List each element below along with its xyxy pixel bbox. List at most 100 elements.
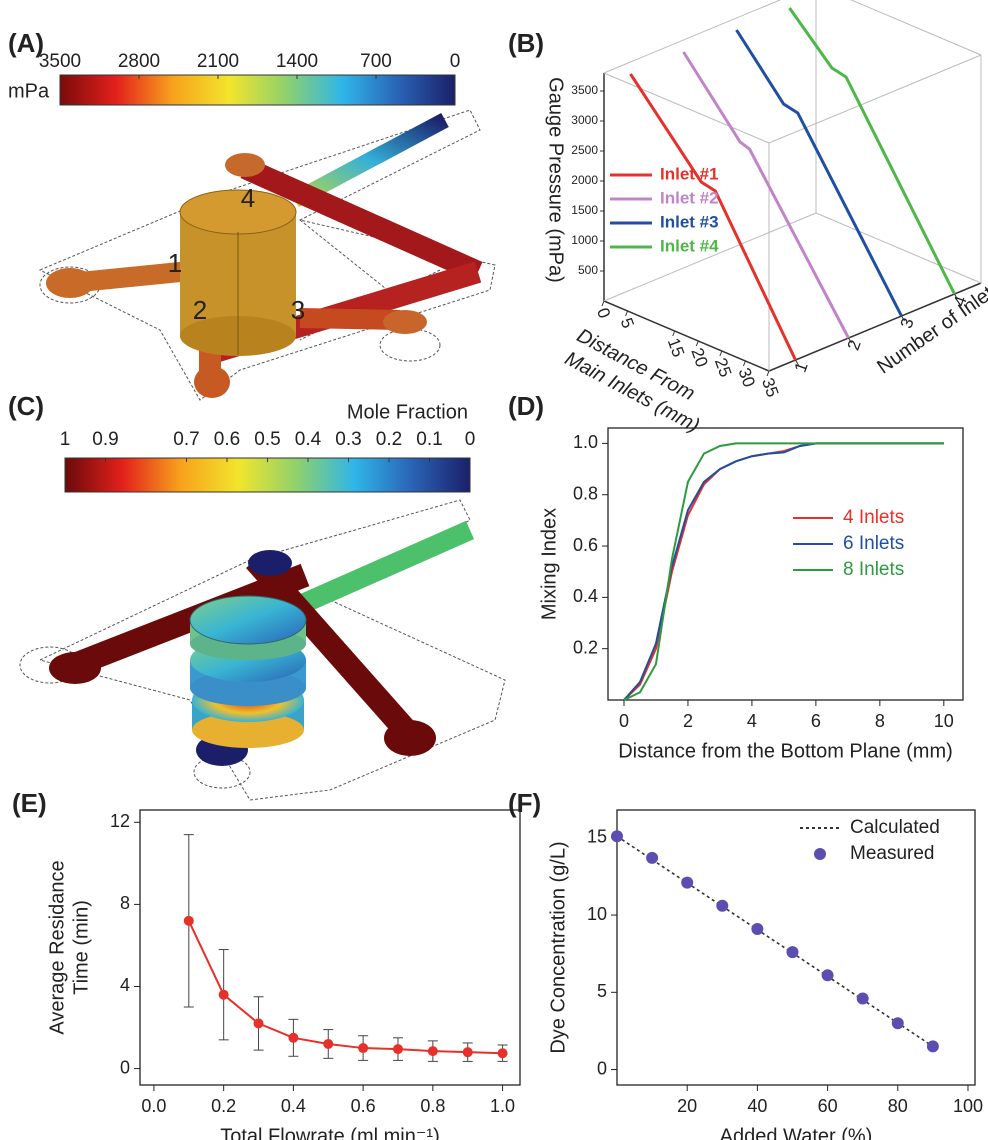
x-tick-label: 0.2 [211, 1096, 236, 1116]
x-tick-label: 60 [818, 1096, 838, 1116]
panel-label: (F) [508, 788, 541, 818]
marker [253, 1018, 264, 1029]
legend-label: Inlet #2 [660, 188, 719, 207]
marker [891, 1017, 904, 1030]
box-edge [603, 72, 770, 144]
x-tick-label: 6 [811, 711, 821, 731]
y-tick-label: 10 [587, 904, 607, 924]
legend-label: 6 Inlets [843, 533, 904, 554]
marker [926, 1040, 939, 1053]
x-tick-label: 100 [953, 1096, 983, 1116]
annotation: 1 [168, 248, 182, 278]
y-tick-label: 15 [587, 827, 607, 847]
y-tick-label: 3 [897, 316, 918, 331]
z-tick-label: 3000 [571, 113, 598, 127]
marker [611, 830, 623, 843]
marker [183, 915, 194, 926]
box-edge [603, 212, 817, 302]
box-edge [603, 0, 782, 74]
x-tick-label: 0 [593, 305, 614, 320]
x-tick-label: 30 [734, 365, 758, 389]
y-axis-label: Average Residance [46, 860, 68, 1034]
line [682, 51, 850, 339]
x-tick-label: 0.4 [281, 1096, 306, 1116]
line [788, 7, 956, 295]
marker [646, 851, 659, 864]
x-tick-label: 1.0 [490, 1096, 515, 1116]
colorbar-tick-label: 0 [450, 51, 461, 72]
y-tick-label: 4 [120, 975, 130, 995]
plot-frame [139, 809, 521, 1086]
colorbar-tick-label: 2800 [118, 51, 160, 72]
marker [323, 1038, 334, 1049]
x-tick-label: 5 [617, 315, 638, 330]
plot-frame [616, 809, 976, 1086]
y-axis-label: Dye Concentration (g/L) [547, 841, 569, 1053]
x-axis-label: Distance from the Bottom Plane (mm) [618, 740, 953, 762]
colorbar-tick-label: 2100 [197, 51, 239, 72]
y-tick-label: 8 [120, 893, 130, 913]
y-tick-label: 0.8 [573, 483, 598, 503]
z-tick-label: 2000 [571, 173, 598, 187]
render-a [38, 109, 496, 401]
line [629, 73, 797, 361]
x-axis-label: Added Water (%) [720, 1125, 873, 1140]
x-tick [695, 340, 699, 347]
box-edge [815, 212, 982, 284]
marker [716, 899, 729, 912]
marker [462, 1047, 473, 1058]
x-tick-label: 20 [677, 1096, 697, 1116]
y-axis-label: Time (min) [70, 900, 92, 995]
legend-label: Calculated [850, 817, 940, 838]
marker [751, 922, 764, 935]
line [623, 442, 944, 701]
panel-label: (E) [12, 788, 47, 818]
x-tick-label: 0 [619, 711, 629, 731]
z-tick-label: 2500 [571, 143, 598, 157]
z-tick-label: 1000 [571, 233, 598, 247]
box-edge [768, 282, 982, 372]
y-tick-label: 1 [791, 360, 812, 375]
y-tick-label: 0.4 [573, 586, 598, 606]
box-edge [768, 54, 982, 144]
colorbar [64, 457, 471, 493]
x-tick-label: 20 [687, 345, 711, 369]
colorbar-tick-label: 0.6 [214, 429, 240, 450]
y-tick-label: 0.6 [573, 535, 598, 555]
marker [392, 1044, 403, 1055]
legend-label: 8 Inlets [843, 559, 904, 580]
panel-label: (D) [508, 391, 544, 421]
annotation: 2 [193, 295, 207, 325]
y-tick [954, 293, 958, 300]
colorbar-tick-label: 700 [360, 51, 392, 72]
marker [358, 1043, 369, 1054]
y-tick-label: 0 [597, 1058, 607, 1078]
y-axis-label: Mixing Index [538, 508, 560, 620]
marker [427, 1046, 438, 1057]
colorbar-tick-label: 1400 [276, 51, 318, 72]
y-tick-label: 1.0 [573, 432, 598, 452]
colorbar-label: mPa [8, 80, 50, 102]
z-axis-label: Gauge Pressure (mPa) [545, 77, 567, 283]
colorbar-tick-label: 0.4 [295, 429, 322, 450]
colorbar-tick-label: 0.3 [335, 429, 361, 450]
render-c [19, 499, 506, 801]
legend-swatch [814, 848, 826, 860]
x-tick-label: 15 [664, 335, 688, 359]
legend-label: Measured [850, 843, 935, 864]
x-tick-label: 0.0 [141, 1096, 166, 1116]
y-tick [795, 359, 799, 366]
x-tick [742, 360, 746, 367]
colorbar-tick-label: 0.5 [254, 429, 280, 450]
x-tick-label: 2 [683, 711, 693, 731]
y-tick-label: 12 [110, 811, 130, 831]
box-edge [603, 300, 770, 372]
legend-label: Inlet #3 [660, 212, 719, 231]
colorbar-tick-label: 0 [465, 429, 476, 450]
x-axis-label: Total Flowrate (ml.min⁻¹) [220, 1125, 439, 1140]
line [187, 920, 503, 1055]
x-tick-label: 8 [875, 711, 885, 731]
colorbar-label: Mole Fraction [347, 401, 468, 423]
z-tick-label: 3500 [571, 83, 598, 97]
y-tick [848, 337, 852, 344]
